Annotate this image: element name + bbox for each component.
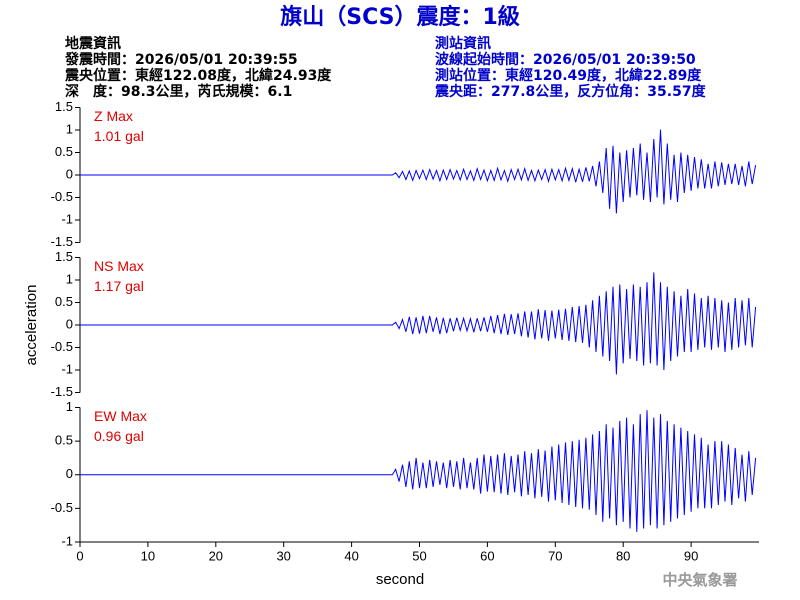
y-axis-title: acceleration — [23, 285, 40, 366]
footer: 中央氣象署 — [662, 571, 737, 589]
x-tick-label: 80 — [616, 548, 630, 563]
x-axis-title: second — [376, 571, 424, 588]
x-tick-label: 40 — [344, 548, 358, 563]
annotation: NS Max — [94, 258, 144, 274]
y-tick-label: 0 — [66, 316, 73, 331]
x-tick-label: 90 — [684, 548, 698, 563]
y-tick-label: 0.5 — [55, 294, 73, 309]
annotation: 0.96 gal — [94, 428, 144, 444]
y-tick-label: -0.5 — [51, 339, 73, 354]
waveform — [80, 129, 757, 214]
annotation: EW Max — [94, 408, 147, 424]
x-tick-label: 60 — [480, 548, 494, 563]
x-tick-label: 20 — [209, 548, 223, 563]
annotation: 1.17 gal — [94, 278, 144, 294]
y-tick-label: -1 — [61, 361, 73, 376]
x-tick-label: 10 — [141, 548, 155, 563]
y-tick-label: 1.5 — [55, 249, 73, 264]
y-tick-label: 1 — [66, 121, 73, 136]
annotation: Z Max — [94, 108, 133, 124]
y-tick-label: 1.5 — [55, 99, 73, 114]
y-tick-label: -1 — [61, 533, 73, 548]
info-line: 波線起始時間：2026/05/01 20:39:50 — [435, 51, 696, 68]
y-tick-label: 0 — [66, 466, 73, 481]
y-tick-label: 0.5 — [55, 433, 73, 448]
info-line: 發震時間：2026/05/01 20:39:55 — [64, 51, 298, 68]
x-tick-label: 50 — [412, 548, 426, 563]
waveform — [80, 410, 757, 532]
info-line: 測站位置：東經120.49度，北緯22.89度 — [435, 67, 702, 84]
y-tick-label: -0.5 — [51, 189, 73, 204]
y-tick-label: -0.5 — [51, 500, 73, 515]
info-line: 震央位置：東經122.08度，北緯24.93度 — [64, 67, 332, 84]
y-tick-label: -1 — [61, 211, 73, 226]
y-tick-label: 1 — [66, 399, 73, 414]
x-tick-label: 30 — [276, 548, 290, 563]
waveform — [80, 272, 757, 375]
y-tick-label: 0 — [66, 166, 73, 181]
y-tick-label: -1.5 — [51, 384, 73, 399]
x-tick-label: 0 — [76, 548, 83, 563]
y-tick-label: 1 — [66, 271, 73, 286]
x-tick-label: 70 — [548, 548, 562, 563]
info-line: 深 度：98.3公里，芮氏規模：6.1 — [65, 83, 292, 100]
title: 旗山（SCS）震度：1級 — [280, 4, 520, 30]
info-line: 震央距：277.8公里，反方位角：35.57度 — [434, 83, 707, 100]
annotation: 1.01 gal — [94, 128, 144, 144]
y-tick-label: -1.5 — [51, 234, 73, 249]
info-line: 測站資訊 — [435, 35, 491, 52]
info-line: 地震資訊 — [65, 35, 121, 52]
y-tick-label: 0.5 — [55, 144, 73, 159]
